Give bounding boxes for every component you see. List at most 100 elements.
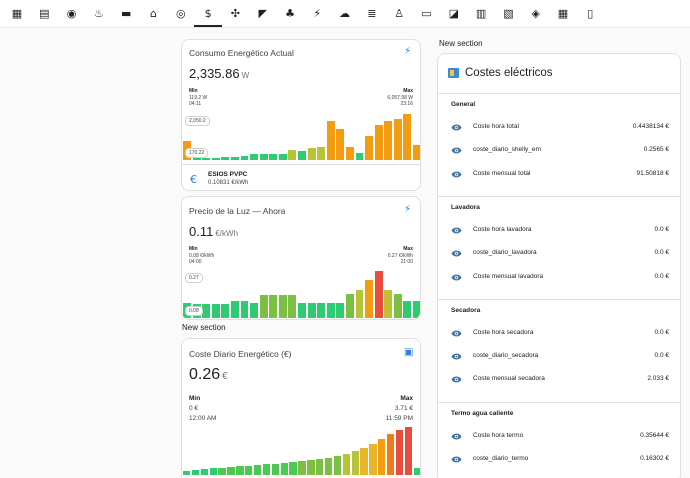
eye-icon (451, 433, 462, 440)
monitor-icon[interactable]: ▭ (421, 6, 432, 20)
max-block: Max 6,057.58 W 23:16 (387, 88, 413, 108)
entity-value: 0.0 € (654, 328, 669, 336)
eye-icon (451, 353, 462, 360)
shield-icon[interactable]: ◈ (531, 6, 540, 20)
entity-name[interactable]: Coste hora secadora (473, 328, 534, 336)
coste-bar (333, 455, 342, 475)
eye-icon (451, 171, 462, 178)
pill-top: 0.27 (185, 273, 203, 283)
calendar-icon[interactable]: ▦ (11, 6, 23, 20)
coste-bar (369, 443, 377, 475)
consumo-bar (202, 158, 211, 160)
entity-name[interactable]: coste_diario_secadora (473, 352, 539, 360)
consumo-bar (317, 147, 326, 160)
eye-icon (451, 147, 462, 154)
group-label: Termo agua caliente (451, 409, 514, 417)
coste-bar (253, 465, 262, 475)
coste-bar (298, 461, 306, 475)
pill-bottom: 170.22 (185, 148, 209, 158)
coste-bar (271, 463, 279, 475)
value-unit: €/kWh (215, 229, 239, 238)
consumo-card[interactable]: Consumo Energético Actual ⚡ 2,335.86 W Mi… (181, 39, 421, 191)
entity-value: 2.033 € (647, 375, 669, 383)
person-icon[interactable]: ♙ (394, 6, 405, 20)
coste-bar (262, 464, 271, 475)
coste-bar (360, 447, 368, 475)
coste-bar (316, 459, 324, 475)
coste-diario-card[interactable]: Coste Diario Energético (€) ▣ 0.26 € Min … (181, 338, 421, 478)
entity-name[interactable]: coste_diario_lavadora (473, 249, 537, 257)
min-time: 12:00 AM (189, 415, 217, 422)
precio-bar (403, 301, 412, 318)
coste-chart (183, 427, 420, 475)
fan-icon[interactable]: ✣ (230, 6, 240, 20)
door-icon[interactable]: ▯ (587, 6, 594, 20)
max-time: 21:00 (400, 259, 413, 265)
precio-bar (374, 271, 383, 318)
fire-icon[interactable]: ♨ (93, 6, 104, 20)
pill-bottom: 0.08 (185, 306, 203, 316)
card-title: Coste Diario Energético (€) (189, 349, 292, 359)
consumo-bar (384, 121, 393, 160)
chart-icon[interactable]: ◪ (448, 6, 459, 20)
entity-value: 91.50818 € (636, 169, 669, 177)
precio-chart (183, 271, 420, 318)
card-title: Consumo Energético Actual (189, 48, 294, 58)
card-title: Costes eléctricos (465, 67, 553, 79)
entity-name[interactable]: Coste mensual secadora (473, 375, 545, 383)
eye-icon (451, 227, 462, 234)
current-value: 0.11 €/kWh (189, 224, 238, 239)
entity-name[interactable]: Coste hora total (473, 123, 519, 130)
precio-bar (230, 301, 239, 318)
entity-name[interactable]: coste_diario_shelly_em (473, 146, 541, 154)
precio-card[interactable]: Precio de la Luz — Ahora ⚡ 0.11 €/kWh Min… (181, 196, 421, 320)
sofa-icon[interactable]: ▬ (120, 6, 132, 20)
grid-icon[interactable]: ▦ (557, 6, 569, 20)
consumo-bar (355, 153, 364, 160)
eye-icon (451, 376, 462, 383)
min-block: Min 119.2 W 04:11 (189, 88, 207, 108)
precio-bar (345, 293, 354, 318)
consumo-bar (336, 129, 345, 160)
coste-bar (395, 429, 404, 475)
entity-name[interactable]: Coste hora termo (473, 431, 524, 439)
eye-icon[interactable]: ◉ (66, 6, 77, 20)
currency-icon[interactable]: $ (204, 6, 212, 20)
eye-icon (451, 250, 462, 257)
coste-bar (200, 469, 208, 475)
dashboard-icon[interactable]: ▤ (39, 6, 50, 20)
consumo-bar (307, 147, 316, 160)
robot-vacuum-icon[interactable]: ◎ (175, 6, 186, 20)
max-value: 3.71 € (394, 405, 413, 412)
plug-icon[interactable]: ⚡ (313, 6, 322, 20)
camera-icon[interactable]: ◤ (258, 6, 267, 20)
plant-icon[interactable]: ♣ (285, 6, 295, 20)
entity-value: 0.0 € (654, 352, 669, 360)
server-icon[interactable]: ≣ (367, 6, 377, 20)
group-label: Secadora (451, 306, 481, 314)
coste-bar (404, 427, 413, 475)
map-icon[interactable]: ▧ (503, 6, 514, 20)
group-label: General (451, 101, 476, 108)
esios-value: 0.10831 €/kWh (208, 180, 249, 186)
eye-icon (451, 274, 462, 280)
entity-name[interactable]: Coste mensual total (473, 169, 531, 177)
consumo-bar (230, 156, 239, 160)
film-icon[interactable]: ▥ (475, 6, 487, 20)
entity-name[interactable]: coste_diario_termo (473, 455, 529, 462)
entity-name[interactable]: Coste mensual lavadora (473, 272, 544, 280)
consumo-bar (326, 121, 335, 160)
consumo-bar (288, 149, 297, 160)
esios-name: ESIOS PVPC (208, 171, 248, 178)
group-divider (438, 298, 680, 300)
home-icon[interactable]: ⌂ (150, 6, 157, 20)
coste-bar (307, 460, 315, 475)
consumo-bar (278, 153, 287, 160)
entity-name[interactable]: Coste hora lavadora (473, 225, 532, 233)
consumo-bar (221, 156, 230, 160)
cloud-icon[interactable]: ☁ (339, 6, 351, 20)
group-label: Lavadora (451, 203, 480, 211)
group-divider (438, 195, 680, 197)
value-number: 0.26 (189, 366, 221, 383)
coste-bar (342, 453, 350, 475)
